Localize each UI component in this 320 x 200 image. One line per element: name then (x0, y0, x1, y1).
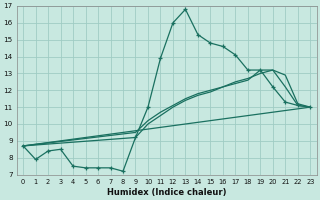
X-axis label: Humidex (Indice chaleur): Humidex (Indice chaleur) (107, 188, 227, 197)
